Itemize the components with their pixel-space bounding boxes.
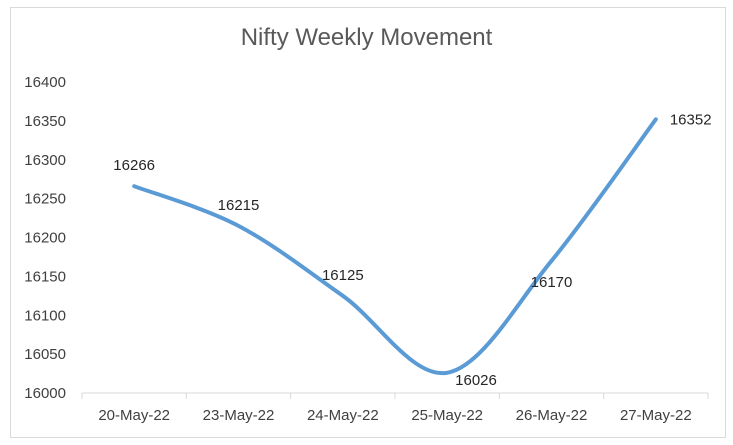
x-tick-label: 24-May-22	[307, 407, 379, 424]
y-tick-label: 16400	[24, 74, 66, 91]
y-tick-label: 16250	[24, 191, 66, 208]
data-label: 16026	[455, 372, 497, 389]
y-tick-label: 16300	[24, 152, 66, 169]
y-axis-tick-labels: 16000 16050 16100 16150 16200 16250 16300 16350…	[24, 74, 66, 402]
x-axis-tick-labels: 20-May-22 23-May-22 24-May-22 25-May-22 26-M…	[98, 407, 691, 424]
x-axis-tick-marks	[81, 393, 709, 399]
data-label: 16352	[670, 111, 712, 128]
y-tick-label: 16050	[24, 346, 66, 363]
y-tick-label: 16350	[24, 113, 66, 130]
data-label: 16215	[218, 197, 260, 214]
series-line	[132, 117, 658, 376]
data-label: 16125	[322, 267, 364, 284]
data-label: 16170	[531, 274, 573, 291]
data-label: 16266	[113, 157, 155, 174]
series-group	[132, 117, 658, 376]
x-tick-label: 26-May-22	[516, 407, 588, 424]
y-tick-label: 16000	[24, 385, 66, 402]
data-labels: 16266 16215 16125 16026 16170 16352	[113, 111, 711, 388]
chart-title: Nifty Weekly Movement	[240, 24, 493, 51]
chart-frame	[10, 7, 726, 438]
x-tick-label: 27-May-22	[620, 407, 692, 424]
y-tick-label: 16200	[24, 230, 66, 247]
x-tick-label: 25-May-22	[411, 407, 483, 424]
y-tick-label: 16100	[24, 307, 66, 324]
x-tick-label: 23-May-22	[203, 407, 275, 424]
y-tick-label: 16150	[24, 268, 66, 285]
x-tick-label: 20-May-22	[98, 407, 170, 424]
